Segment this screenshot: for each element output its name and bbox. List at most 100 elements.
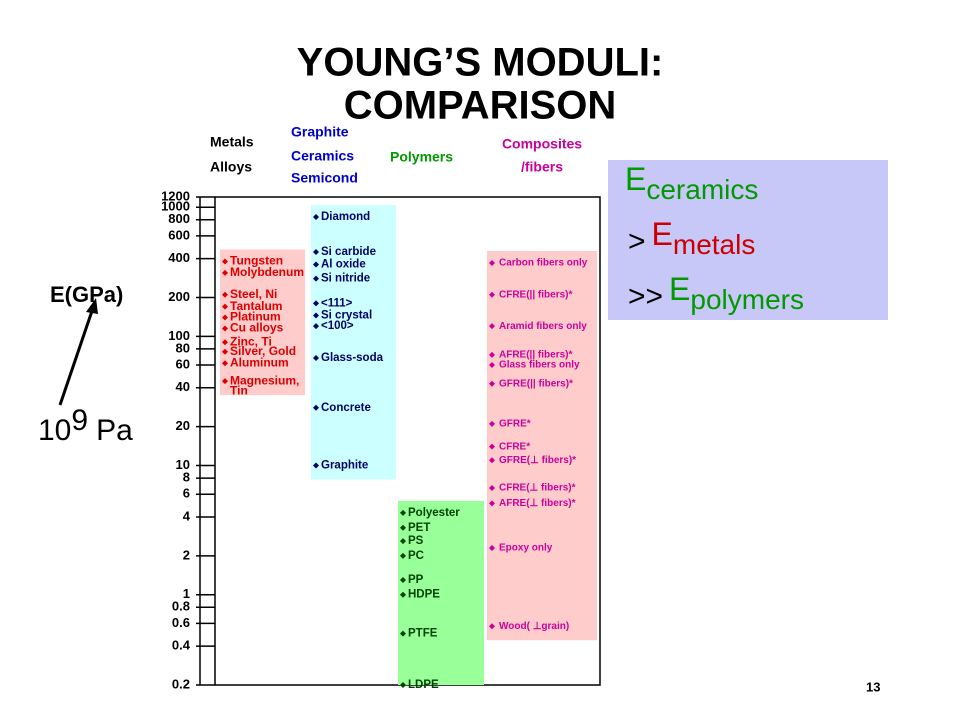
chart-title: COMPARISON: [344, 84, 617, 128]
y-tick-label: 100: [168, 328, 190, 343]
material-marker: [489, 443, 495, 450]
material-marker: [400, 552, 406, 559]
y-tick-label: 0.4: [172, 638, 191, 653]
material-label: AFRE(|| fibers)*: [499, 349, 572, 360]
material-label: GFRE(|| fibers)*: [499, 378, 573, 389]
material-label: Aluminum: [230, 355, 289, 369]
material-marker: [489, 420, 495, 427]
material-marker: [313, 462, 319, 469]
y-tick-label: 200: [168, 289, 190, 304]
material-marker: [489, 351, 495, 358]
comparison-box: [608, 160, 888, 320]
material-marker: [489, 544, 495, 551]
material-marker: [400, 538, 406, 545]
column-header: Composites: [502, 136, 582, 152]
material-marker: [313, 312, 319, 319]
material-label: LDPE: [408, 679, 439, 691]
material-label: Zinc, Ti: [230, 334, 272, 348]
material-label: Molybdenum: [230, 265, 304, 279]
annotation-exponent: 9: [71, 404, 88, 437]
material-marker: [222, 314, 228, 321]
y-tick-label: 6: [183, 486, 190, 501]
y-axis-label: E(GPa): [50, 282, 123, 307]
material-marker: [400, 524, 406, 531]
y-tick-label: 20: [176, 418, 190, 433]
material-label: AFRE(⊥ fibers)*: [499, 498, 576, 509]
comparison-line: Eceramics: [625, 161, 758, 205]
symbol: E: [669, 271, 690, 307]
material-label: Si crystal: [321, 310, 372, 322]
material-marker: [313, 323, 319, 330]
y-tick-label: 0.2: [172, 676, 190, 691]
arrow-head: [86, 298, 98, 314]
material-label: Si nitride: [321, 273, 370, 285]
material-label: PTFE: [408, 628, 438, 640]
material-marker: [489, 260, 495, 266]
material-marker: [313, 404, 319, 411]
material-marker: [400, 591, 406, 598]
material-label: HDPE: [408, 589, 440, 601]
y-tick-label: 4: [183, 508, 191, 523]
annotation-unit: Pa: [96, 414, 133, 447]
column-band: [220, 249, 305, 396]
material-marker: [222, 360, 228, 367]
material-marker: [222, 269, 228, 276]
column-header: /fibers: [521, 159, 563, 175]
material-label: CFRE(|| fibers)*: [499, 289, 572, 300]
material-marker: [313, 214, 319, 221]
material-label: Tungsten: [230, 254, 283, 268]
material-label: Tin: [230, 383, 248, 397]
material-marker: [489, 362, 495, 369]
material-marker: [489, 500, 495, 507]
symbol: E: [652, 216, 673, 252]
material-marker: [313, 300, 319, 307]
y-tick-label: 8: [183, 470, 190, 485]
relation: >: [628, 225, 646, 258]
material-marker: [489, 485, 495, 492]
material-label: PC: [408, 550, 424, 562]
material-marker: [222, 291, 228, 298]
column-header: Metals: [210, 134, 254, 150]
y-tick-label: 10: [176, 457, 190, 472]
material-marker: [489, 380, 495, 387]
column-band: [398, 500, 484, 685]
column-header: Alloys: [210, 159, 252, 175]
material-label: Epoxy only: [499, 543, 553, 554]
y-tick-label: 1: [183, 586, 190, 601]
material-label: Tantalum: [230, 299, 282, 313]
material-marker: [313, 355, 319, 362]
material-label: Glass-soda: [321, 352, 384, 364]
material-label: Si carbide: [321, 246, 376, 258]
material-label: GFRE(⊥ fibers)*: [499, 455, 576, 466]
subscript: ceramics: [646, 174, 758, 205]
arrow: [58, 307, 95, 406]
material-label: Graphite: [321, 460, 368, 472]
y-tick-label: 60: [176, 356, 190, 371]
column-header: Polymers: [390, 149, 453, 165]
material-label: Diamond: [321, 211, 370, 223]
y-tick-label: 40: [176, 379, 190, 394]
material-label: PS: [408, 535, 424, 547]
comparison-line: >> Epolymers: [628, 271, 804, 315]
y-tick-label: 400: [168, 250, 190, 265]
material-label: <111>: [321, 297, 353, 309]
y-tick-label: 600: [168, 227, 190, 242]
material-label: Wood( ⊥grain): [499, 621, 569, 632]
material-label: <100>: [321, 320, 354, 332]
material-marker: [489, 623, 495, 630]
subscript: polymers: [690, 284, 804, 315]
column-header: Semicond: [291, 170, 358, 186]
material-label: CFRE*: [499, 441, 530, 452]
symbol: E: [625, 161, 646, 197]
column-header: Graphite: [291, 124, 349, 140]
y-tick-label: 1200: [161, 188, 190, 203]
y-tick-label: 1000: [161, 199, 190, 214]
material-marker: [400, 509, 406, 516]
material-marker: [489, 323, 495, 330]
relation: >>: [628, 280, 663, 313]
chart-title: YOUNG’S MODULI:: [297, 41, 664, 85]
subscript: metals: [673, 229, 755, 260]
material-label: Glass fibers only: [499, 360, 580, 371]
